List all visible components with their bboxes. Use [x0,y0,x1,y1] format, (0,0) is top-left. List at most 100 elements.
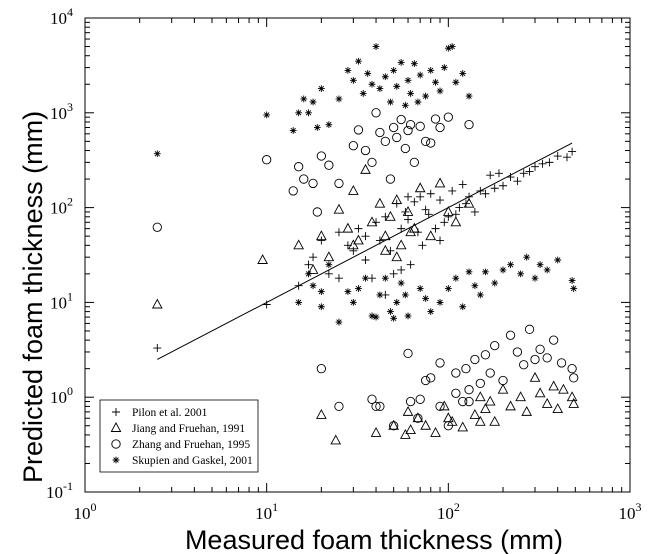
asterisk-point [568,277,576,284]
triangle-point [430,426,441,437]
series-circle [152,108,579,431]
asterisk-shape [313,124,321,131]
asterisk-shape [414,98,422,106]
asterisk-shape [368,312,376,320]
circle-point [312,207,322,217]
circle-point [556,358,567,368]
asterisk-shape [407,90,415,97]
circle-point [294,162,304,172]
asterisk-shape [325,261,333,269]
triangle-shape [566,391,578,402]
circle-shape [396,114,406,125]
circle-point [348,141,358,151]
triangle-shape [360,163,371,174]
triangle-point [484,395,496,406]
asterisk-shape [397,279,405,287]
asterisk-point [305,109,312,117]
triangle-point [515,391,526,402]
triangle-shape [333,203,345,214]
plus-shape [309,253,318,262]
asterisk-shape [459,70,467,77]
asterisk-shape [452,78,460,86]
asterisk-shape [393,82,401,90]
plus-point [317,236,326,245]
triangle-point [360,163,371,174]
plus-point [506,173,515,182]
circle-point [512,347,523,357]
y-axis-title: Predicted foam thickness (mm) [18,111,48,483]
plus-point [563,153,571,162]
asterisk-point [313,124,321,131]
plus-point [361,232,370,241]
circle-point [470,354,480,365]
asterisk-point [422,92,430,100]
plus-shape [294,281,303,290]
asterisk-shape [305,109,312,117]
triangle-shape [534,387,546,398]
triangle-point [505,400,516,411]
asterisk-point [482,268,489,276]
plus-point [404,215,413,224]
asterisk-shape [295,299,303,306]
asterisk-point [452,274,460,282]
plus-shape [416,192,425,201]
plus-shape [361,256,370,265]
legend-marker-asterisk [112,456,120,464]
asterisk-shape [344,288,352,295]
plus-shape [424,210,433,219]
circle-point [308,178,318,189]
asterisk-point [359,90,367,97]
circle-point [443,421,453,431]
circle-point [464,119,474,130]
asterisk-shape [536,261,544,269]
triangle-shape [457,421,469,432]
circle-shape [451,388,461,398]
triangle-shape [257,254,268,264]
plus-point [513,177,522,186]
asterisk-shape [387,308,394,315]
circle-shape [464,385,474,395]
circle-point [385,174,396,184]
circle-point [403,125,413,136]
circle-point [498,375,508,386]
triangle-point [379,244,391,255]
plus-point [153,344,162,353]
asterisk-shape [507,261,514,269]
circle-point [400,143,411,154]
circle-shape [380,136,390,146]
circle-shape [420,136,431,146]
triangle-shape [515,391,526,402]
triangle-point [474,391,486,402]
triangle-point [323,251,335,262]
triangle-shape [408,222,420,233]
plus-point [553,152,562,161]
circle-shape [569,373,579,383]
data-points [151,43,580,445]
x-tick-label: 100 [74,500,97,523]
plus-shape [324,269,333,278]
plus-shape [349,246,358,255]
plus-point [426,189,435,198]
circle-shape [480,350,491,360]
triangle-shape [342,222,354,233]
triangle-shape [307,263,319,274]
asterisk-shape [436,299,444,306]
circle-point [388,122,399,133]
triangle-shape [400,428,411,439]
asterisk-shape [482,268,489,276]
triangle-point [402,405,414,416]
circle-shape [413,413,423,423]
circle-shape [505,330,516,340]
asterisk-point [410,60,418,68]
asterisk-point [416,285,424,292]
circle-shape [405,396,416,407]
circle-shape [288,186,298,196]
series-asterisk [153,43,578,326]
triangle-point [457,421,469,432]
plus-shape [476,186,485,195]
triangle-shape [395,239,407,250]
asterisk-shape [376,291,384,299]
plus-shape [448,186,457,195]
triangle-point [463,197,475,208]
asterisk-point [317,85,325,93]
